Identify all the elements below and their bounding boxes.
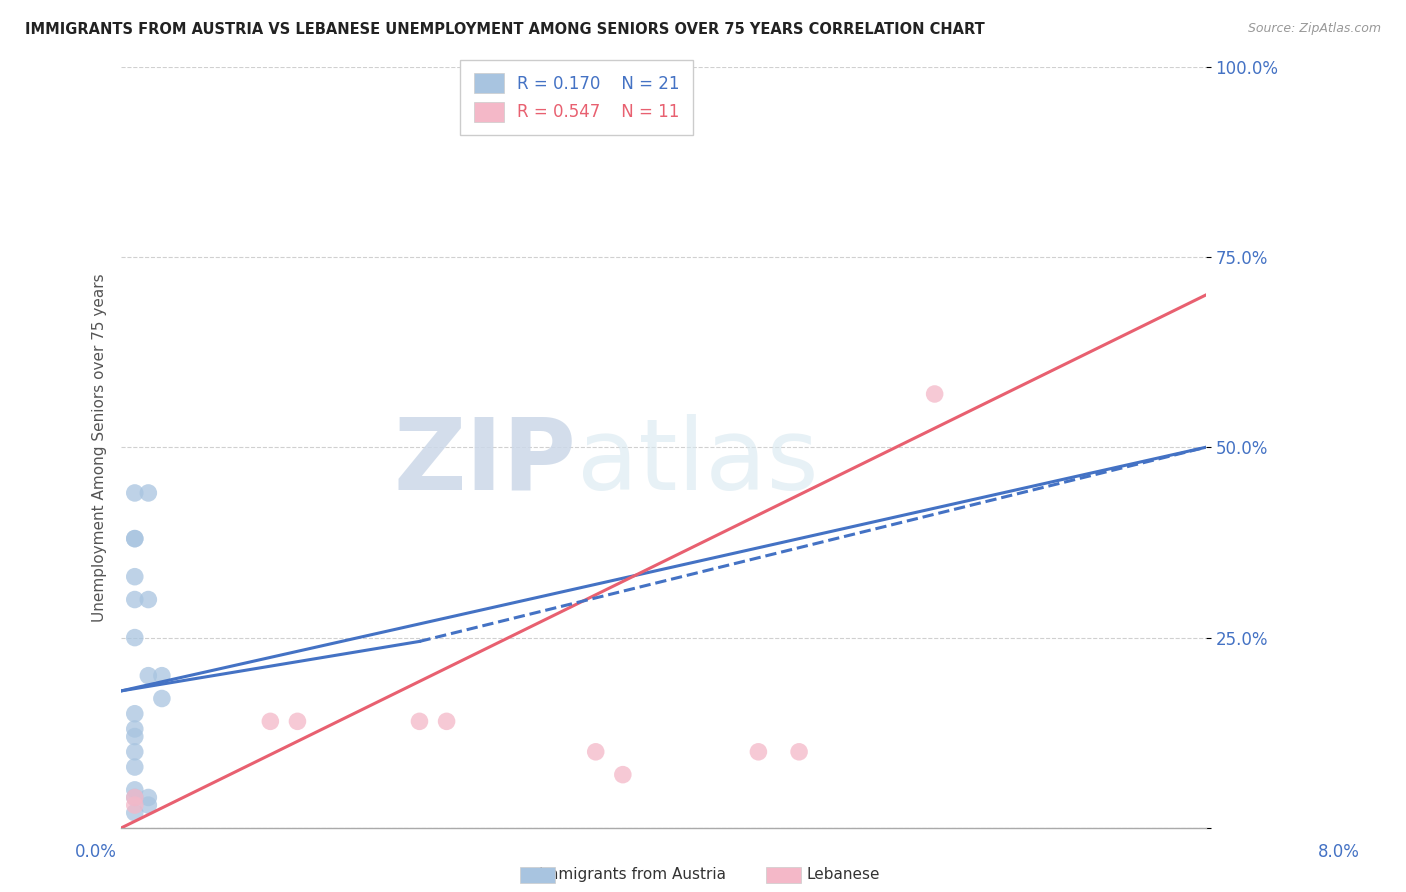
Point: [138, 790, 160, 805]
Point: [138, 798, 160, 813]
Point: [138, 592, 160, 607]
Point: [124, 706, 146, 721]
Point: [287, 714, 309, 729]
Point: [124, 532, 146, 546]
Text: Immigrants from Austria: Immigrants from Austria: [538, 867, 727, 881]
Point: [585, 745, 607, 759]
Text: atlas: atlas: [576, 414, 818, 511]
Point: [124, 486, 146, 500]
Point: [124, 790, 146, 805]
Text: Lebanese: Lebanese: [807, 867, 880, 881]
Text: Source: ZipAtlas.com: Source: ZipAtlas.com: [1247, 22, 1381, 36]
Point: [124, 798, 146, 813]
Point: [124, 745, 146, 759]
Point: [124, 592, 146, 607]
Point: [924, 387, 946, 401]
Point: [787, 745, 810, 759]
Point: [436, 714, 458, 729]
Point: [124, 532, 146, 546]
Point: [124, 570, 146, 584]
Text: 0.0%: 0.0%: [75, 843, 117, 861]
Point: [150, 691, 173, 706]
Point: [612, 767, 634, 781]
Point: [124, 631, 146, 645]
Point: [747, 745, 769, 759]
Point: [124, 805, 146, 820]
Point: [124, 730, 146, 744]
Text: ZIP: ZIP: [394, 414, 576, 511]
Text: IMMIGRANTS FROM AUSTRIA VS LEBANESE UNEMPLOYMENT AMONG SENIORS OVER 75 YEARS COR: IMMIGRANTS FROM AUSTRIA VS LEBANESE UNEM…: [25, 22, 986, 37]
Point: [124, 722, 146, 736]
Point: [150, 668, 173, 682]
Point: [124, 783, 146, 797]
Point: [138, 486, 160, 500]
Point: [124, 790, 146, 805]
Point: [408, 714, 430, 729]
Point: [138, 668, 160, 682]
Point: [124, 760, 146, 774]
Text: 8.0%: 8.0%: [1317, 843, 1360, 861]
Y-axis label: Unemployment Among Seniors over 75 years: Unemployment Among Seniors over 75 years: [93, 273, 107, 622]
Point: [259, 714, 281, 729]
Legend: R = 0.170    N = 21, R = 0.547    N = 11: R = 0.170 N = 21, R = 0.547 N = 11: [461, 60, 693, 136]
